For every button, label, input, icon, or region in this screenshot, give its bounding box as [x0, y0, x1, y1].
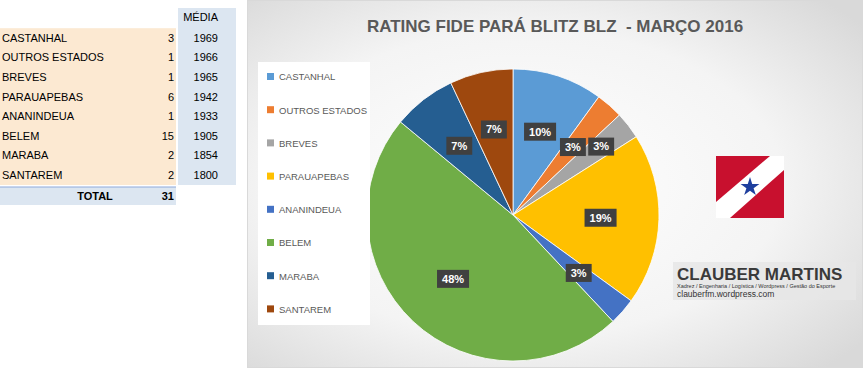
table-count: 6	[168, 91, 174, 103]
legend-swatch	[267, 173, 274, 180]
data-label-box	[585, 209, 617, 227]
legend-label: CASTANHAL	[279, 71, 335, 82]
table-average-bg	[178, 8, 236, 185]
data-label: 19%	[585, 209, 617, 227]
table-name: ANANINDEUA	[2, 110, 75, 122]
table: MÉDIA CASTANHAL 3 1969 OUTROS ESTADOS 1 1966 BR…	[0, 8, 236, 205]
table-average: 1933	[194, 110, 218, 122]
table-name: CASTANHAL	[2, 32, 67, 44]
data-label-box	[566, 264, 592, 282]
table-count: 15	[162, 130, 174, 142]
data-label-box	[588, 138, 614, 156]
data-label-text: 19%	[590, 212, 612, 224]
legend-label: BREVES	[279, 138, 318, 149]
table-average: 1854	[194, 149, 218, 161]
legend: CASTANHAL OUTROS ESTADOS BREVES PARAUAPEBAS…	[258, 62, 370, 325]
table-total-bg	[0, 187, 176, 205]
table-count: 1	[168, 71, 174, 83]
data-label-box	[560, 138, 586, 156]
table-average: 1905	[194, 130, 218, 142]
data-label: 7%	[446, 137, 472, 155]
logo-url: clauberfm.wordpress.com	[677, 289, 774, 299]
pie-slice	[451, 69, 513, 215]
table-average: 1942	[194, 91, 218, 103]
legend-box	[258, 62, 370, 325]
table-total-count: 31	[162, 190, 174, 202]
page: MÉDIA CASTANHAL 3 1969 OUTROS ESTADOS 1 1966 BR…	[0, 0, 863, 368]
legend-swatch	[267, 305, 274, 312]
table-count: 1	[168, 51, 174, 63]
table-count: 3	[168, 32, 174, 44]
table-total-label: TOTAL	[77, 190, 113, 202]
data-label-text: 3%	[593, 140, 609, 152]
table-name: BELEM	[2, 130, 39, 142]
data-label-text: 10%	[529, 126, 551, 138]
chart-title: RATING FIDE PARÁ BLITZ BLZ - MARÇO 2016	[367, 17, 743, 36]
chart-background	[248, 1, 863, 368]
data-label-box	[524, 123, 556, 141]
table-average: 1969	[194, 32, 218, 44]
legend-swatch	[267, 239, 274, 246]
data-label-box	[446, 137, 472, 155]
legend-label: OUTROS ESTADOS	[279, 105, 367, 116]
table-count: 2	[168, 149, 174, 161]
flag-field	[716, 156, 784, 218]
data-label-text: 3%	[565, 141, 581, 153]
table-total-rule	[0, 187, 176, 188]
data-label-text: 7%	[451, 140, 467, 152]
data-label: 3%	[588, 138, 614, 156]
flag-star	[741, 177, 760, 195]
table-count: 2	[168, 169, 174, 181]
table-name: PARAUAPEBAS	[2, 91, 83, 103]
data-label: 48%	[437, 270, 469, 288]
flag-band	[716, 156, 784, 218]
data-label-text: 3%	[571, 267, 587, 279]
table-count: 1	[168, 110, 174, 122]
data-labels: 10% 3% 3% 19% 3% 48% 7% 7%	[437, 121, 617, 288]
flag	[716, 156, 784, 218]
pie	[367, 69, 659, 361]
data-label: 7%	[481, 121, 507, 139]
table-name: SANTAREM	[2, 169, 62, 181]
table-average: 1965	[194, 71, 218, 83]
logo: CLAUBER MARTINSXadrez / Engenharia / Log…	[673, 262, 856, 300]
data-label: 10%	[524, 123, 556, 141]
data-label-text: 7%	[486, 123, 502, 135]
legend-swatch	[267, 272, 274, 279]
data-label-box	[437, 270, 469, 288]
table-name: BREVES	[2, 71, 47, 83]
legend-label: PARAUAPEBAS	[279, 171, 349, 182]
table-name: MARABA	[2, 149, 49, 161]
legend-swatch	[267, 139, 274, 146]
data-label: 3%	[560, 138, 586, 156]
table-name: OUTROS ESTADOS	[2, 51, 104, 63]
logo-bg	[673, 262, 856, 300]
data-label: 3%	[566, 264, 592, 282]
data-label-box	[481, 121, 507, 139]
legend-swatch	[267, 106, 274, 113]
table-names-bg	[0, 28, 176, 185]
legend-label: MARABA	[279, 271, 320, 282]
table-average: 1800	[194, 169, 218, 181]
legend-swatch	[267, 73, 274, 80]
legend-swatch	[267, 206, 274, 213]
legend-label: SANTAREM	[279, 304, 331, 315]
legend-label: ANANINDEUA	[279, 204, 342, 215]
legend-label: BELEM	[279, 237, 311, 248]
table-average: 1966	[194, 51, 218, 63]
table-header: MÉDIA	[183, 11, 219, 23]
data-label-text: 48%	[442, 273, 464, 285]
logo-title: CLAUBER MARTINS	[677, 265, 842, 284]
